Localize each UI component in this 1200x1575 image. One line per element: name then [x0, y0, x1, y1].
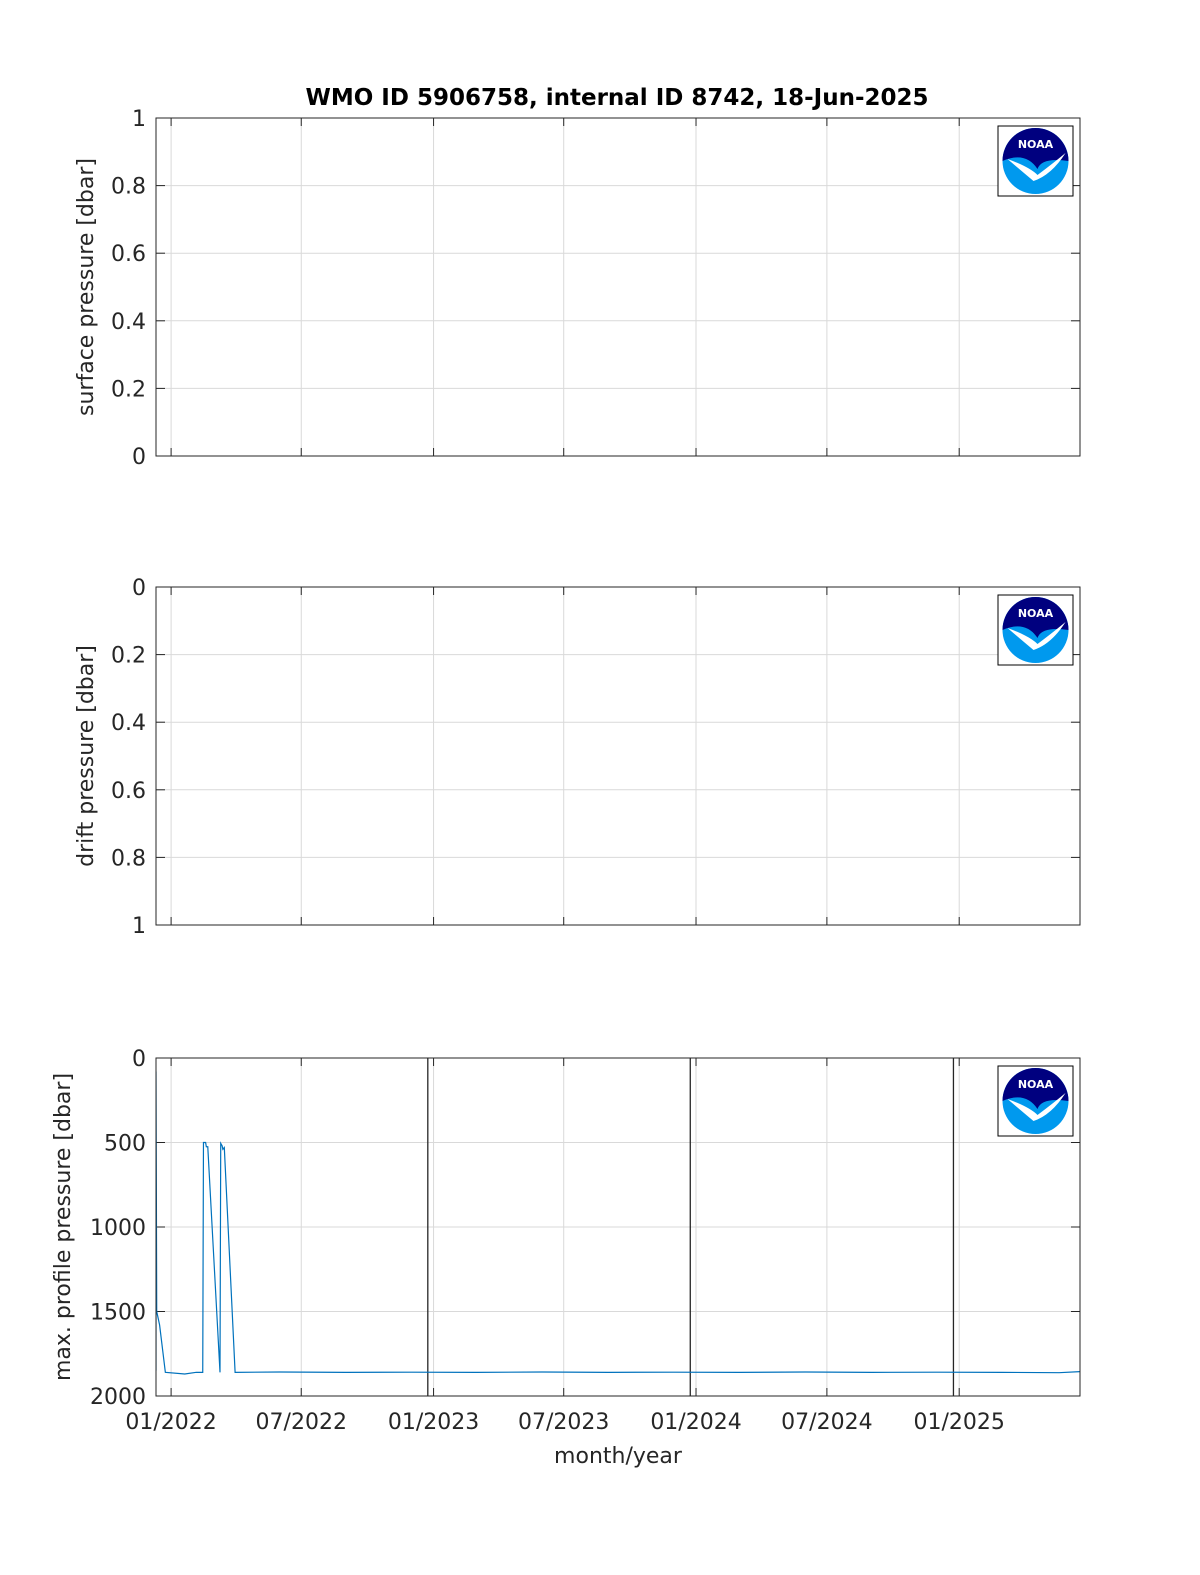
x-tick-label: 01/2024	[650, 1410, 741, 1435]
y-tick-label: 1	[132, 914, 146, 939]
y-tick-label: 0.2	[111, 644, 146, 669]
y-tick-label: 0.8	[111, 846, 146, 871]
y-tick-label: 0	[132, 576, 146, 601]
y-tick-label: 0.4	[111, 310, 146, 335]
x-tick-label: 07/2023	[518, 1410, 609, 1435]
y-tick-label: 0.2	[111, 377, 146, 402]
y-tick-label: 500	[104, 1132, 146, 1157]
max-pressure-series-line	[156, 1071, 1080, 1375]
y-axis-label: surface pressure [dbar]	[74, 158, 99, 416]
y-tick-label: 0.6	[111, 242, 146, 267]
y-tick-label: 2000	[90, 1385, 146, 1410]
y-axis-label: max. profile pressure [dbar]	[51, 1073, 76, 1381]
x-tick-label: 01/2022	[125, 1410, 216, 1435]
noaa-logo-text: NOAA	[1018, 1078, 1054, 1091]
surface-pressure-panel: 0 0.2 0.4 0.6 0.8 1 surface pressure [dbar] NOA…	[74, 107, 1081, 470]
y-tick-label: 0.8	[111, 175, 146, 200]
noaa-logo-text: NOAA	[1018, 607, 1054, 620]
y-axis-label: drift pressure [dbar]	[74, 645, 99, 867]
plot-area	[156, 118, 1080, 456]
noaa-logo-icon: NOAA	[997, 594, 1074, 666]
axes-box	[155, 586, 1081, 926]
x-tick-label: 01/2023	[388, 1410, 479, 1435]
noaa-logo-text: NOAA	[1018, 138, 1054, 151]
x-tick-label: 01/2025	[913, 1410, 1004, 1435]
noaa-logo-icon: NOAA	[997, 1065, 1074, 1137]
y-tick-label: 0	[132, 445, 146, 470]
y-tick-label: 1500	[90, 1301, 146, 1326]
y-tick-label: 0.4	[111, 711, 146, 736]
y-tick-label: 0.6	[111, 779, 146, 804]
noaa-logo-icon: NOAA	[997, 125, 1074, 197]
y-tick-label: 0	[132, 1047, 146, 1072]
x-tick-label: 07/2022	[256, 1410, 347, 1435]
plot-area	[156, 587, 1080, 925]
axes-box	[155, 1057, 1081, 1397]
profile-pressure-panel: 01/2022 07/2022 01/2023 07/2023 01/2024 07/20…	[51, 1047, 1081, 1469]
axes-box	[155, 117, 1081, 457]
x-axis-label: month/year	[554, 1444, 683, 1469]
drift-pressure-panel: 0 0.2 0.4 0.6 0.8 1 drift pressure [dbar] NOAA	[74, 576, 1081, 939]
figure-title: WMO ID 5906758, internal ID 8742, 18-Jun…	[305, 85, 928, 111]
x-tick-label: 07/2024	[781, 1410, 872, 1435]
y-tick-label: 1	[132, 107, 146, 132]
y-tick-label: 1000	[90, 1216, 146, 1241]
